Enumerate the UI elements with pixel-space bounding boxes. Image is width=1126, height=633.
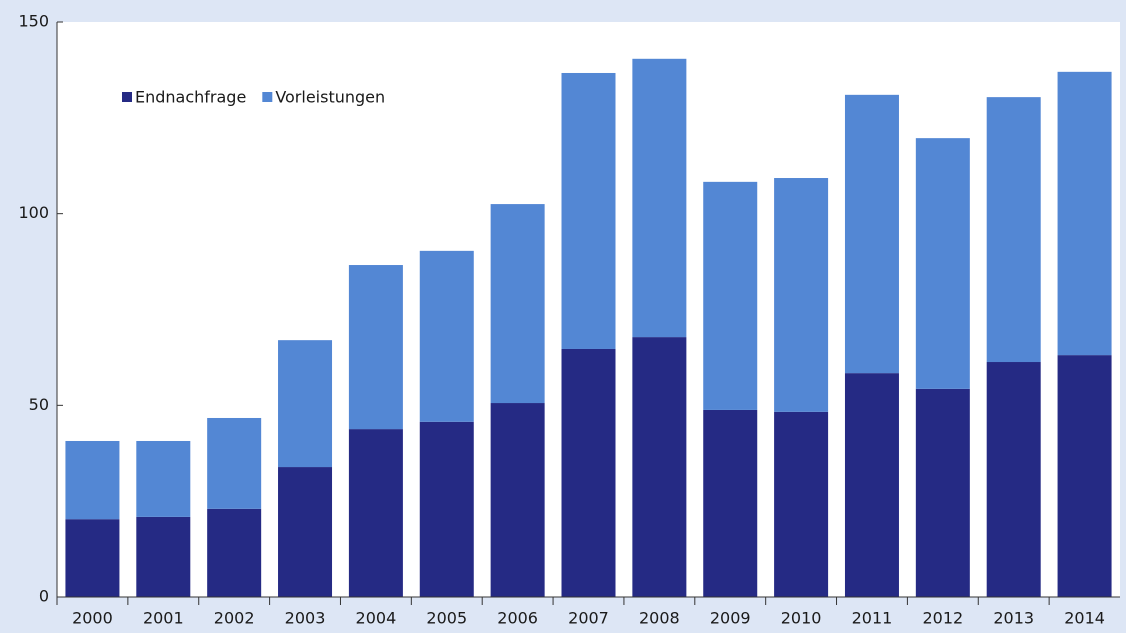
x-tick-label: 2000 (72, 609, 113, 628)
bar-segment (986, 362, 1041, 597)
x-tick-label: 2012 (922, 609, 963, 628)
bar-segment (632, 58, 687, 338)
bar-segment (136, 516, 191, 597)
x-tick-label: 2005 (426, 609, 467, 628)
bar-segment (419, 421, 474, 597)
x-tick-label: 2008 (639, 609, 680, 628)
bar-segment (65, 440, 120, 520)
bar-segment (703, 181, 758, 410)
bar-segment (1057, 71, 1112, 356)
bar-segment (915, 138, 970, 389)
bar-segment (278, 340, 333, 468)
bar-segment (986, 97, 1041, 363)
bar-segment (632, 337, 687, 597)
bar-segment (207, 417, 262, 509)
bar-segment (490, 204, 545, 404)
legend-label: Endnachfrage (135, 88, 246, 107)
bar-segment (774, 178, 829, 412)
bar-segment (915, 388, 970, 597)
bar-segment (703, 409, 758, 597)
x-tick-label: 2002 (214, 609, 255, 628)
bar-segment (844, 373, 899, 597)
bar-segment (561, 72, 616, 349)
y-tick-label: 100 (18, 203, 49, 222)
x-tick-label: 2006 (497, 609, 538, 628)
y-tick-label: 0 (39, 587, 49, 606)
bar-segment (278, 467, 333, 597)
x-tick-label: 2007 (568, 609, 609, 628)
y-tick-label: 150 (18, 12, 49, 31)
bar-segment (774, 411, 829, 597)
x-tick-label: 2010 (781, 609, 822, 628)
x-tick-label: 2004 (356, 609, 397, 628)
legend-label: Vorleistungen (275, 88, 385, 107)
bar-segment (65, 519, 120, 597)
legend-swatch (262, 92, 273, 102)
x-tick-label: 2011 (852, 609, 893, 628)
bar-segment (136, 440, 191, 517)
x-tick-label: 2009 (710, 609, 751, 628)
y-tick-label: 50 (29, 395, 49, 414)
x-tick-label: 2014 (1064, 609, 1105, 628)
bar-segment (844, 94, 899, 374)
bar-segment (348, 429, 403, 597)
bar-segment (348, 265, 403, 430)
bar-segment (561, 348, 616, 597)
bar-segment (207, 508, 262, 597)
bar-segment (1057, 355, 1112, 597)
legend-swatch (122, 92, 132, 102)
x-tick-label: 2001 (143, 609, 184, 628)
bar-segment (490, 403, 545, 597)
x-tick-label: 2003 (285, 609, 326, 628)
x-tick-label: 2013 (993, 609, 1034, 628)
bar-segment (419, 250, 474, 422)
